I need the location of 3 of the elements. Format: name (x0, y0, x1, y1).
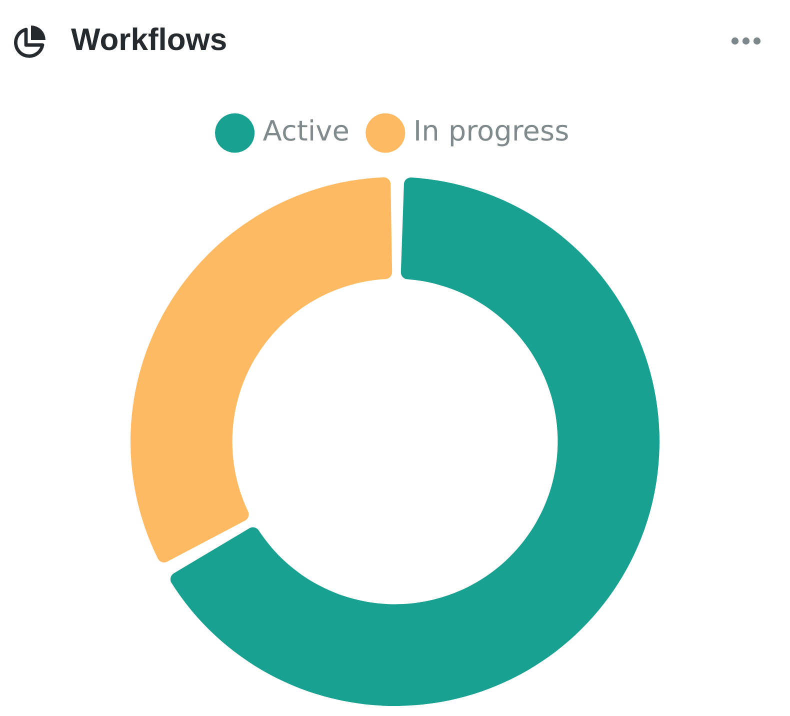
chart-title: Workflows (71, 21, 228, 59)
legend-label: Active (262, 114, 350, 148)
legend-label: In progress (413, 114, 570, 148)
